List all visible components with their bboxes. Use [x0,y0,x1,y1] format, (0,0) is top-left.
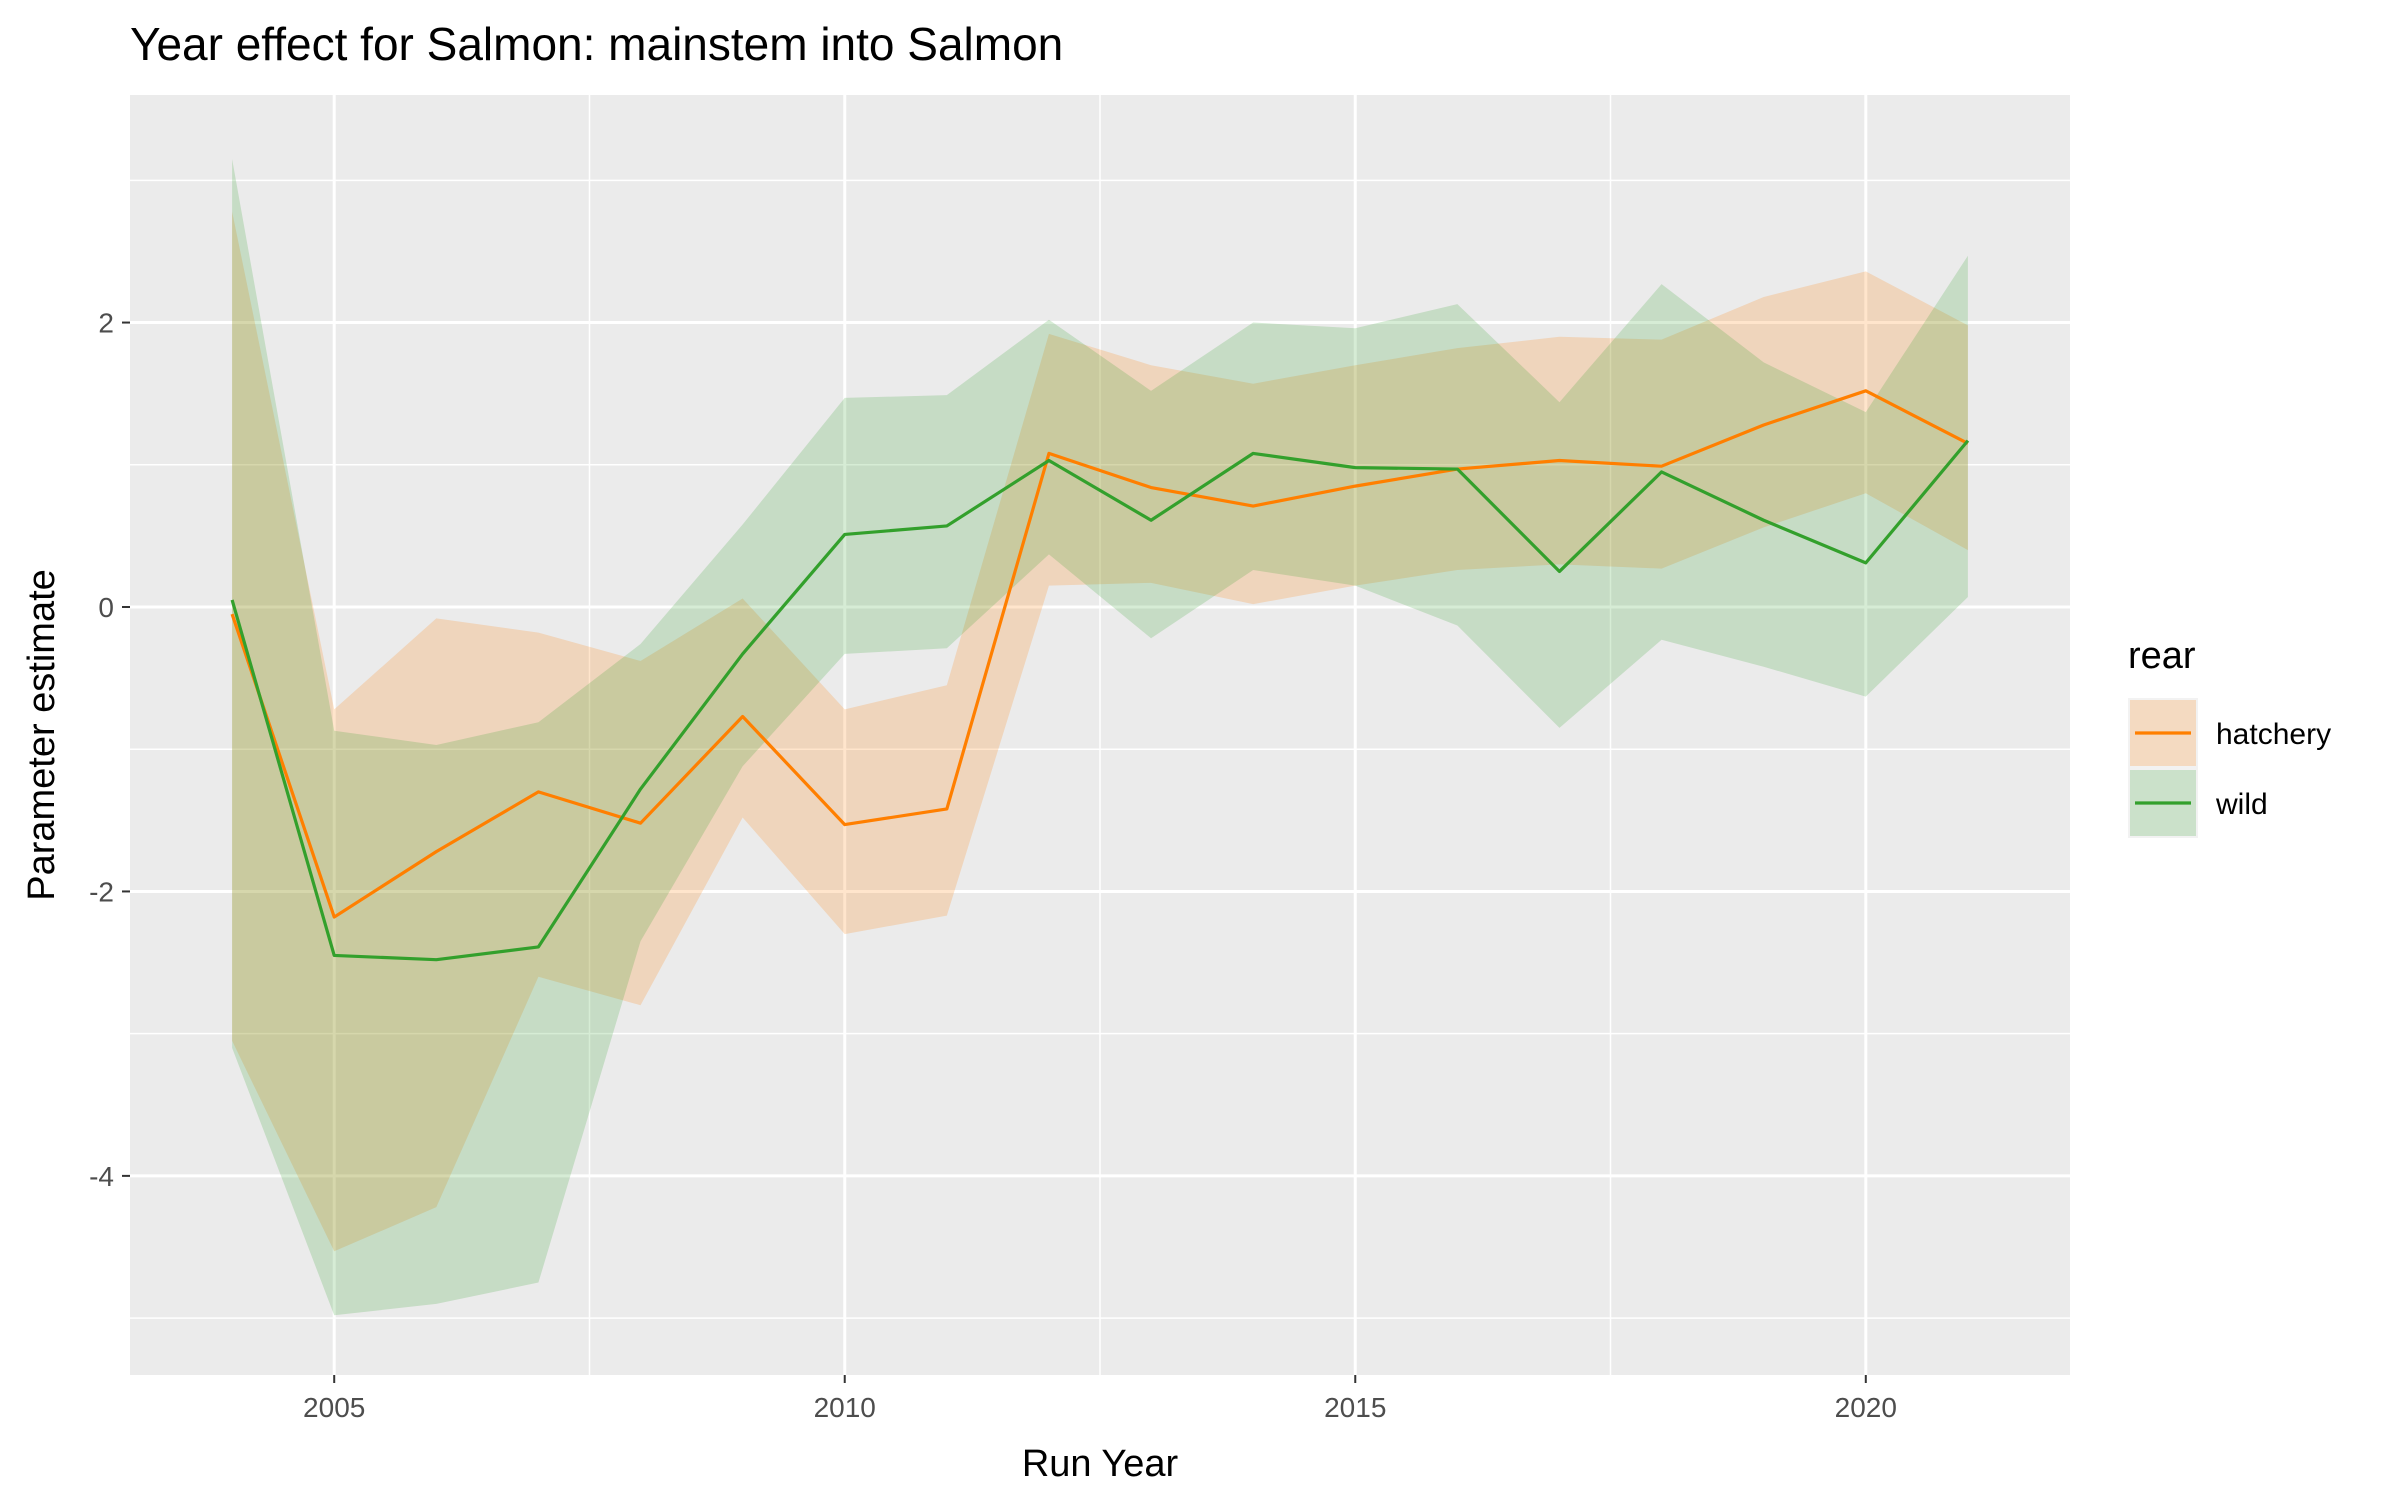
y-tick-label: 2 [98,308,114,339]
ribbon-hatchery [232,211,1968,1252]
series-lines [230,389,1970,962]
x-tick-label: 2015 [1324,1392,1386,1423]
x-axis: 2005 2010 2015 2020 [303,1375,1897,1423]
legend-label-hatchery: hatchery [2216,718,2331,751]
y-axis-title: Parameter estimate [21,569,63,901]
legend-title: rear [2128,635,2196,677]
x-axis-title: Run Year [1022,1443,1179,1485]
ribbon-wild [232,159,1968,1316]
chart-title: Year effect for Salmon: mainstem into Sa… [130,18,1063,70]
x-tick-label: 2010 [814,1392,876,1423]
y-tick-label: 0 [98,592,114,623]
x-tick-label: 2005 [303,1392,365,1423]
y-tick-label: -4 [89,1161,114,1192]
grid-minor [130,95,2070,1375]
line-wild [230,439,1970,962]
grid-major [130,95,2070,1375]
y-axis: -4 -2 0 2 [89,308,130,1192]
legend: rear hatchery wild [2128,635,2331,838]
line-hatchery [230,389,1969,919]
y-tick-label: -2 [89,876,114,907]
x-tick-label: 2020 [1835,1392,1897,1423]
legend-label-wild: wild [2215,788,2268,821]
confidence-ribbons [232,159,1968,1316]
